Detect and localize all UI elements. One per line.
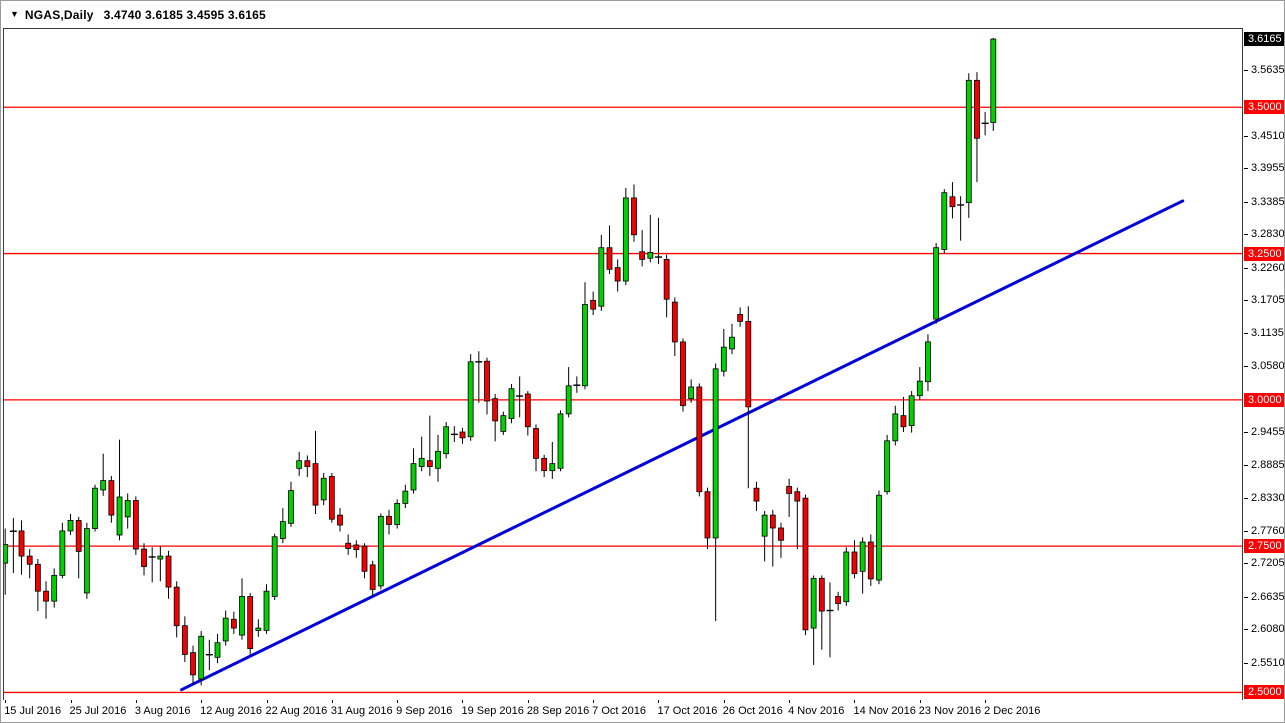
date-label: 9 Sep 2016 (396, 705, 453, 717)
tick-dash (1244, 300, 1248, 302)
tick-dash (1244, 465, 1248, 467)
trendline[interactable] (180, 199, 1185, 692)
date-label: 3 Aug 2016 (134, 705, 191, 717)
date-tick (919, 700, 921, 703)
date-tick (70, 700, 72, 703)
date-label: 23 Nov 2016 (918, 705, 982, 717)
date-label: 15 Jul 2016 (4, 705, 62, 717)
level-price-tag: 3.0000 (1244, 392, 1284, 407)
date-tick (789, 700, 791, 703)
tick-dash (1244, 596, 1248, 598)
ohlc-values-label: 3.4740 3.6185 3.4595 3.6165 (103, 7, 266, 22)
level-price-tag: 2.5000 (1244, 685, 1284, 700)
tick-dash (1244, 563, 1248, 565)
tick-dash (1244, 662, 1248, 664)
tick-dash (1244, 333, 1248, 335)
tick-dash (1244, 234, 1248, 236)
date-label: 17 Oct 2016 (657, 705, 718, 717)
date-tick (985, 700, 987, 703)
date-label: 25 Jul 2016 (69, 705, 127, 717)
symbol-timeframe-label: NGAS,Daily (24, 7, 94, 22)
date-label: 22 Aug 2016 (265, 705, 328, 717)
date-label: 4 Nov 2016 (788, 705, 845, 717)
tick-dash (1244, 530, 1248, 532)
date-tick (462, 700, 464, 703)
date-label: 7 Oct 2016 (592, 705, 646, 717)
date-label: 12 Aug 2016 (200, 705, 262, 717)
date-tick (723, 700, 725, 703)
tick-dash (1244, 431, 1248, 433)
price-axis[interactable]: 3.5635 3.4510 3.3955 3.3385 3.2830 3.2260 3.17… (1244, 28, 1284, 701)
level-price-tag: 3.5000 (1244, 100, 1284, 115)
tick-dash (1244, 629, 1248, 631)
tick-dash (1244, 135, 1248, 137)
date-label: 19 Sep 2016 (461, 705, 524, 717)
date-label: 26 Oct 2016 (722, 705, 783, 717)
candles (4, 37, 997, 686)
tick-dash (1244, 267, 1248, 269)
date-label: 31 Aug 2016 (330, 705, 393, 717)
date-label: 14 Nov 2016 (853, 705, 916, 717)
date-axis[interactable]: 15 Jul 2016 25 Jul 2016 3 Aug 2016 12 Aug 2… (1, 700, 1284, 722)
level-price-tag: 2.7500 (1244, 539, 1284, 554)
tick-dash (1244, 70, 1248, 72)
tick-dash (1244, 497, 1248, 499)
date-tick (397, 700, 399, 703)
chart-plot-area[interactable] (3, 28, 1243, 701)
date-label: 2 Dec 2016 (984, 705, 1041, 717)
date-tick (658, 700, 660, 703)
current-price-tag: 3.6165 (1244, 32, 1284, 47)
date-tick (331, 700, 333, 703)
date-label: 28 Sep 2016 (526, 705, 590, 717)
candles-svg (4, 37, 1242, 694)
date-tick (5, 700, 7, 703)
level-lines[interactable] (4, 106, 1242, 694)
date-tick (201, 700, 203, 703)
date-tick (854, 700, 856, 703)
date-tick (266, 700, 268, 703)
date-tick (593, 700, 595, 703)
symbol-dropdown-icon[interactable]: ▼ (10, 9, 19, 19)
tick-dash (1244, 201, 1248, 203)
tick-dash (1244, 168, 1248, 170)
date-tick (527, 700, 529, 703)
chart-title-bar: ▼ NGAS,Daily 3.4740 3.6185 3.4595 3.6165 (1, 1, 1284, 28)
date-tick (135, 700, 137, 703)
tick-dash (1244, 365, 1248, 367)
level-price-tag: 3.2500 (1244, 246, 1284, 261)
